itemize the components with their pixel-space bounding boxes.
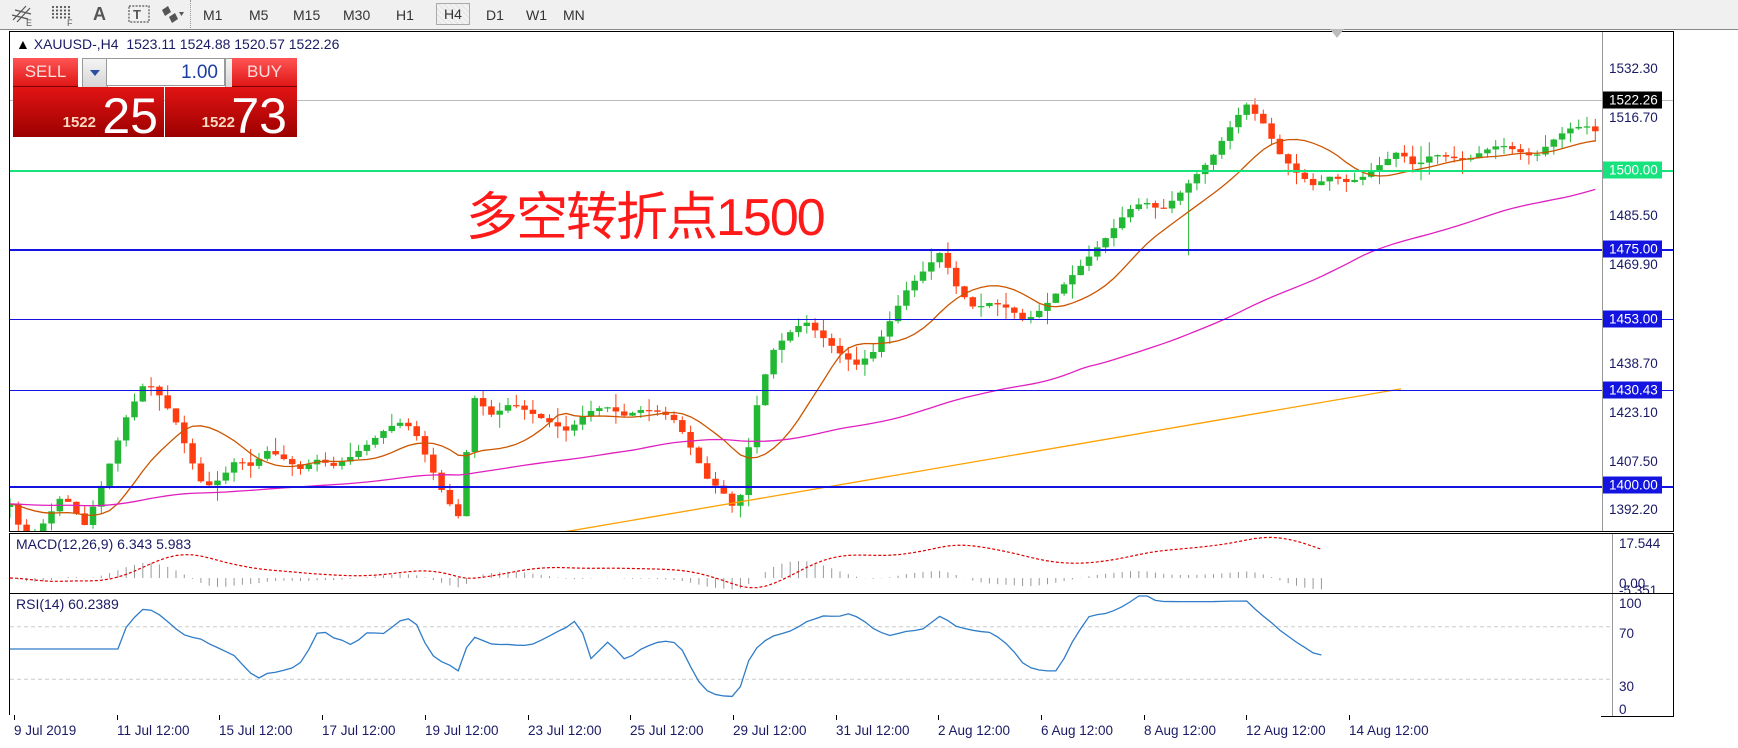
svg-text:T: T [133,7,141,22]
svg-text:E: E [26,18,32,27]
svg-text:F: F [67,18,73,27]
